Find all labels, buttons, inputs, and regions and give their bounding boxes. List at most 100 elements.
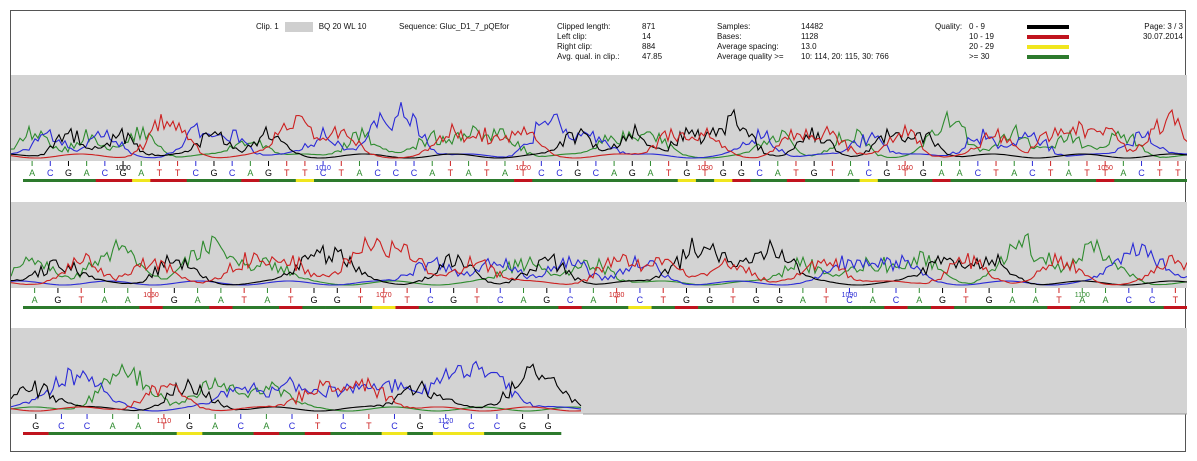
quality-segment — [532, 179, 551, 182]
quality-segment — [441, 179, 460, 182]
base-call: T — [474, 295, 480, 305]
quality-segment — [41, 179, 60, 182]
quality-segment — [907, 306, 932, 309]
base-call: G — [334, 295, 341, 305]
base-call: A — [212, 421, 218, 431]
base-call: C — [238, 421, 245, 431]
base-call: G — [738, 168, 745, 178]
base-call: A — [647, 168, 653, 178]
base-call: A — [32, 295, 38, 305]
base-call: A — [870, 295, 876, 305]
quality-segment — [605, 306, 629, 309]
base-call: G — [683, 168, 690, 178]
base-call: T — [404, 295, 410, 305]
quality-segment — [330, 432, 357, 435]
quality-segment — [381, 432, 408, 435]
quality-segment — [628, 306, 652, 309]
quality-segment — [223, 179, 242, 182]
position-label: 1020 — [515, 165, 531, 172]
base-call: T — [1157, 168, 1163, 178]
quality-segment — [986, 179, 1006, 182]
base-call: A — [29, 168, 35, 178]
base-call: G — [186, 421, 193, 431]
base-call: C — [340, 421, 347, 431]
base-call: A — [110, 421, 116, 431]
quality-segment — [930, 306, 955, 309]
base-call: T — [666, 168, 672, 178]
quality-segment — [877, 179, 897, 182]
trace-background — [11, 75, 1187, 161]
base-call: G — [120, 168, 127, 178]
base-call: T — [78, 295, 84, 305]
base-call: T — [993, 168, 999, 178]
quality-segment — [1150, 179, 1170, 182]
base-call: T — [241, 295, 247, 305]
base-call: G — [210, 168, 217, 178]
quality-segment — [750, 179, 769, 182]
base-call: G — [450, 295, 457, 305]
base-call: A — [195, 295, 201, 305]
quality-segment — [99, 432, 126, 435]
quality-segment — [442, 306, 466, 309]
base-call: A — [800, 295, 806, 305]
base-call: G — [54, 295, 61, 305]
quality-segment — [125, 432, 152, 435]
base-call: G — [720, 168, 727, 178]
quality-segment — [861, 306, 885, 309]
base-call: C — [556, 168, 563, 178]
quality-segment — [484, 432, 511, 435]
quality-segment — [488, 306, 513, 309]
base-call: A — [1009, 295, 1015, 305]
quality-segment — [859, 179, 879, 182]
quality-segment — [150, 179, 169, 182]
chromatogram-page: Clip. 1 BQ 20 WL 10 Sequence: Gluc_D1_7_p… — [10, 10, 1187, 452]
quality-segment — [698, 306, 722, 309]
quality-segment — [350, 179, 369, 182]
base-call: T — [614, 295, 620, 305]
quality-segment — [744, 306, 769, 309]
base-call: A — [1120, 168, 1126, 178]
quality-segment — [977, 306, 1002, 309]
quality-segment — [116, 306, 140, 309]
base-call: A — [1079, 295, 1085, 305]
base-call: G — [683, 295, 690, 305]
base-call: T — [157, 168, 163, 178]
quality-segment — [48, 432, 75, 435]
base-call: A — [1103, 295, 1109, 305]
quality-segment — [368, 179, 388, 182]
quality-segment — [386, 179, 406, 182]
quality-segment — [304, 432, 331, 435]
base-call: C — [84, 421, 91, 431]
trace-T — [11, 235, 1187, 286]
base-call: G — [65, 168, 72, 178]
quality-segment — [1093, 306, 1118, 309]
base-call: A — [135, 421, 141, 431]
quality-segment — [535, 432, 562, 435]
position-label: 1030 — [697, 165, 713, 172]
base-call: T — [902, 168, 908, 178]
quality-segment — [407, 432, 434, 435]
base-call: C — [411, 168, 418, 178]
clip-label-row: Clip. 1 BQ 20 WL 10 — [256, 22, 366, 32]
quality-segment — [1096, 179, 1115, 182]
base-call: C — [468, 421, 475, 431]
quality-segment — [113, 179, 133, 182]
base-call: A — [247, 168, 253, 178]
base-call: A — [429, 168, 435, 178]
base-call: G — [310, 295, 317, 305]
base-call: C — [442, 421, 449, 431]
base-call: C — [427, 295, 434, 305]
quality-segment — [1140, 306, 1165, 309]
base-call: C — [756, 168, 763, 178]
base-call: G — [811, 168, 818, 178]
base-call: C — [975, 168, 982, 178]
position-label: 1080 — [609, 292, 625, 299]
quality-segment — [279, 306, 303, 309]
quality-segment — [1168, 179, 1187, 182]
base-call: A — [125, 295, 131, 305]
quality-segment — [1117, 306, 1141, 309]
base-call: C — [193, 168, 200, 178]
quality-segment — [1005, 179, 1024, 182]
